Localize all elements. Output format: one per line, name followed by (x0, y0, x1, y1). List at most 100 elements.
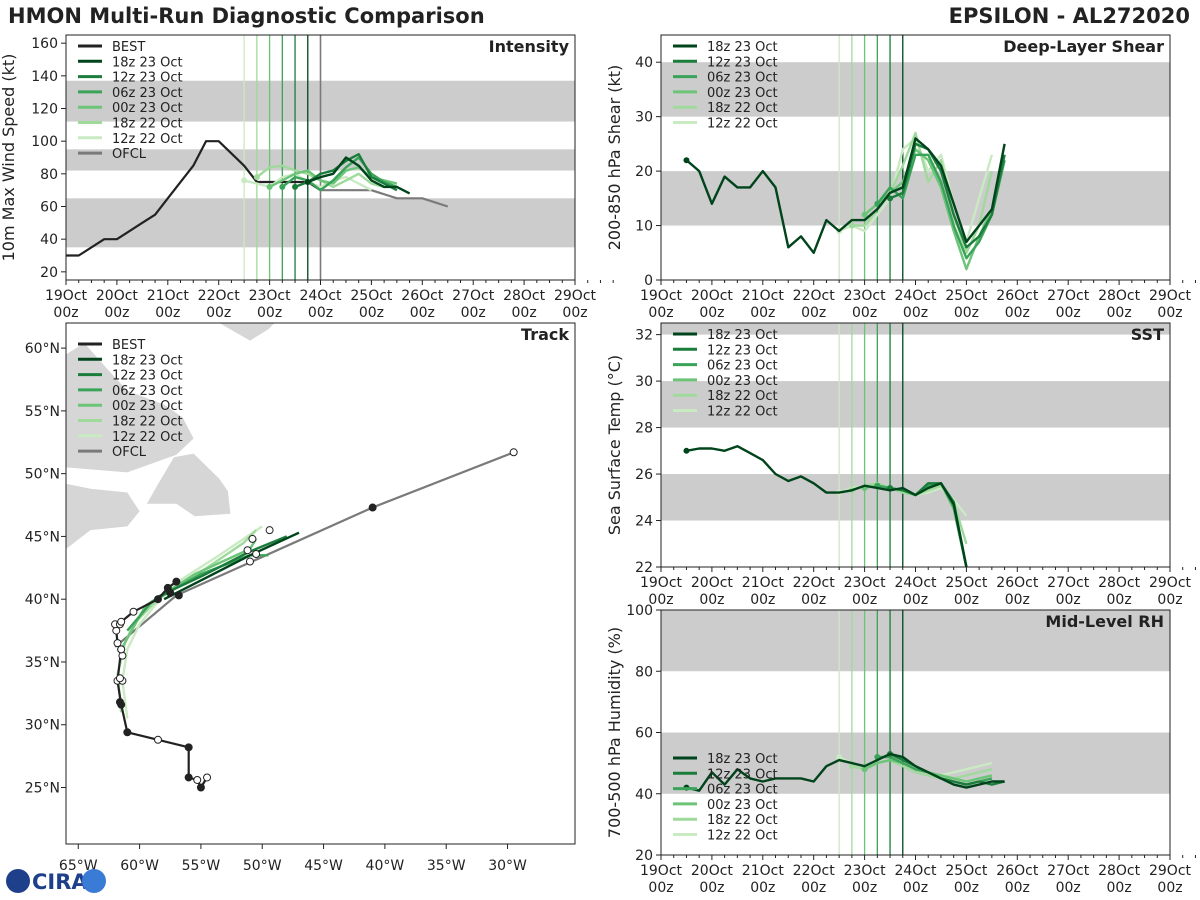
legend-run-label: 00z 23 Oct (707, 798, 778, 813)
land-mass (146, 453, 231, 517)
track-marker (509, 448, 518, 457)
x-tick-label: 00z (648, 880, 673, 896)
y-tick-label: 24 (635, 514, 653, 530)
y-tick-label: 26 (635, 467, 653, 483)
init-point (861, 211, 868, 218)
shaded-band (661, 323, 1170, 335)
y-tick-label: 20 (40, 265, 58, 281)
legend-run-label: 18z 23 Oct (112, 353, 183, 368)
x-tick-label: 25Oct (350, 288, 393, 304)
forecast-track-line (163, 531, 300, 601)
x-tick-label: 00z (699, 305, 724, 321)
x-tick-label: 00z (206, 305, 231, 321)
x-tick-label: 28Oct (503, 288, 546, 304)
cira-logo: CIRA (4, 866, 114, 900)
series-line (307, 156, 411, 195)
x-tick-label: 00z (648, 592, 673, 608)
legend-run-label: 18z 23 Oct (707, 752, 778, 767)
legend-run-label: 06z 23 Oct (112, 86, 183, 101)
x-tick-label: 00z (1107, 592, 1132, 608)
x-tick-label: 26Oct (996, 575, 1039, 591)
x-tick-label: 27Oct (452, 288, 495, 304)
legend-run-label: 06z 23 Oct (707, 71, 778, 86)
x-tick-label: 23Oct (844, 575, 887, 591)
lat-tick-label: 55°N (25, 404, 60, 420)
x-tick-label: 00z (512, 305, 537, 321)
x-tick-label: 24Oct (299, 288, 342, 304)
x-tick-label: 27Oct (1047, 575, 1090, 591)
legend-run-label: 18z 22 Oct (707, 813, 778, 828)
x-tick-label: 00z (1107, 305, 1132, 321)
x-tick-label: 29Oct (1149, 863, 1192, 879)
x-tick-label: 00z (750, 592, 775, 608)
panel-title: SST (1131, 325, 1164, 344)
panel-title: Track (521, 325, 569, 344)
x-tick-label: 22Oct (793, 575, 836, 591)
x-tick-label: 00z (954, 880, 979, 896)
x-tick-label: 00z (903, 592, 928, 608)
track-marker (245, 557, 254, 566)
x-tick-label: 00z (1056, 592, 1081, 608)
init-point (836, 754, 843, 760)
init-point (874, 200, 881, 207)
x-tick-label: 00z (155, 305, 180, 321)
init-point (683, 157, 690, 164)
x-tick-label: 00z (1005, 880, 1030, 896)
x-tick-label: 00z (852, 880, 877, 896)
x-tick-label: 00z (852, 592, 877, 608)
ofcl-line (320, 189, 449, 208)
land-mass (66, 483, 140, 549)
x-tick-label: 20Oct (691, 288, 734, 304)
forecast-track-line (157, 535, 288, 598)
lat-tick-label: 60°N (25, 341, 60, 357)
shaded-band (661, 732, 1170, 794)
x-tick-label: 20Oct (96, 288, 139, 304)
x-tick-label: 00z (954, 305, 979, 321)
x-tick-label: 23Oct (844, 863, 887, 879)
x-tick-label: 21Oct (742, 288, 785, 304)
legend-run-label: 00z 23 Oct (112, 399, 183, 414)
lat-tick-label: 25°N (25, 781, 60, 797)
lat-tick-label: 45°N (25, 529, 60, 545)
legend-run-label: 00z 23 Oct (707, 86, 778, 101)
panel-shear: 01020304019Oct00z20Oct00z21Oct00z22Oct00… (605, 34, 1196, 321)
x-tick-label: 00z (53, 305, 78, 321)
y-axis-label: Sea Surface Temp (°C) (605, 355, 624, 535)
page-title-right: EPSILON - AL272020 (948, 4, 1190, 28)
x-tick-label: 00z (1056, 305, 1081, 321)
best-track-line (113, 580, 208, 789)
cira-logo-text: CIRA (32, 870, 88, 894)
y-tick-label: 40 (635, 55, 653, 71)
x-tick-label: 00z (562, 305, 587, 321)
track-marker (243, 546, 252, 555)
shaded-band (661, 62, 1170, 117)
track-marker (368, 503, 377, 512)
panel-sst: 22242628303219Oct00z20Oct00z21Oct00z22Oc… (605, 322, 1196, 608)
x-tick-label: 25Oct (945, 863, 988, 879)
x-tick-label: 00z (903, 305, 928, 321)
x-tick-label: 19Oct (640, 863, 683, 879)
x-tick-label: 29Oct (554, 288, 597, 304)
legend-run-label: 06z 23 Oct (707, 783, 778, 798)
best-track-point (129, 607, 138, 616)
ofcl-track-line (114, 451, 515, 648)
y-tick-label: 60 (635, 726, 653, 742)
y-tick-label: 32 (635, 328, 653, 344)
x-tick-label: 00z (699, 592, 724, 608)
legend-run-label: 12z 22 Oct (707, 117, 778, 132)
legend-run-label: 18z 23 Oct (112, 55, 183, 70)
legend-best-label: BEST (112, 40, 145, 55)
x-tick-label: 28Oct (1098, 863, 1141, 879)
lat-tick-label: 35°N (25, 655, 60, 671)
legend-run-label: 00z 23 Oct (112, 101, 183, 116)
x-tick-label: 24Oct (894, 288, 937, 304)
x-tick-label: 00z (1005, 592, 1030, 608)
legend-run-label: 06z 23 Oct (112, 384, 183, 399)
lon-tick-label: 45°W (304, 858, 343, 874)
series-line (889, 482, 968, 568)
x-tick-label: 19Oct (640, 575, 683, 591)
